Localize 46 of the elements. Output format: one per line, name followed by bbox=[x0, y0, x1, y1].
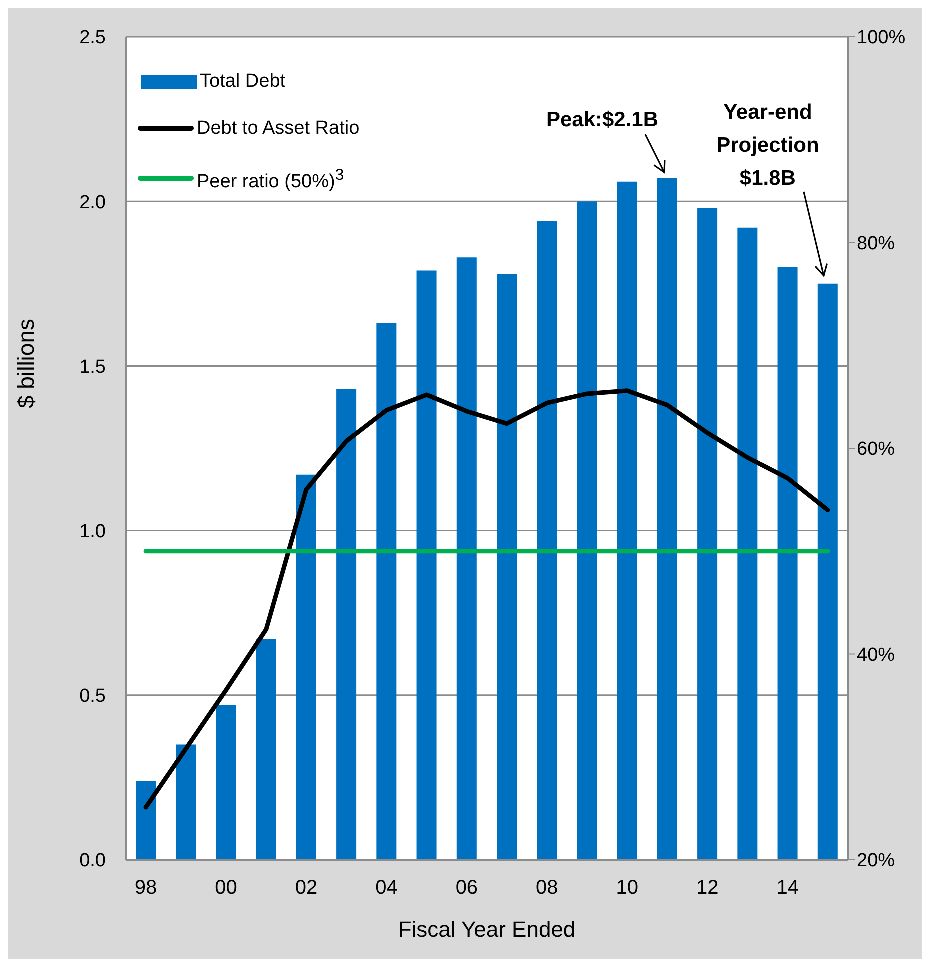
y-tick-label: 1.5 bbox=[80, 356, 106, 378]
x-tick-label: 06 bbox=[456, 877, 478, 900]
bar bbox=[336, 389, 357, 860]
bar bbox=[778, 267, 798, 860]
bar bbox=[296, 474, 316, 860]
x-axis-title: Fiscal Year Ended bbox=[398, 917, 576, 942]
legend-label: Total Debt bbox=[200, 70, 286, 94]
y-tick-label: 0.0 bbox=[80, 850, 106, 872]
bar bbox=[176, 744, 196, 860]
bar bbox=[216, 705, 236, 860]
legend-label: Debt to Asset Ratio bbox=[197, 117, 360, 141]
y-tick-label: 2.5 bbox=[80, 28, 106, 49]
bar bbox=[256, 639, 276, 860]
y2-tick-label: 20% bbox=[857, 850, 896, 872]
x-tick-label: 14 bbox=[776, 877, 799, 900]
bar bbox=[738, 228, 758, 860]
annotation: Peak:$2.1B bbox=[546, 108, 659, 132]
annotation: Year-end Projection $1.8B bbox=[716, 100, 820, 190]
bar bbox=[617, 182, 638, 860]
y2-tick-label: 40% bbox=[857, 644, 896, 666]
x-tick-label: 08 bbox=[536, 877, 558, 900]
x-tick-label: 10 bbox=[616, 877, 639, 900]
y-tick-label: 0.5 bbox=[80, 686, 106, 708]
bar bbox=[497, 274, 517, 860]
y2-tick-label: 60% bbox=[857, 439, 896, 460]
bar bbox=[376, 323, 397, 860]
y-tick-label: 1.0 bbox=[80, 522, 106, 543]
bar bbox=[537, 221, 558, 860]
y2-tick-label: 100% bbox=[857, 28, 906, 49]
bar bbox=[698, 208, 718, 860]
y-axis-title: $ billions bbox=[13, 319, 40, 408]
bar bbox=[577, 202, 598, 860]
bar bbox=[416, 270, 437, 860]
x-tick-label: 12 bbox=[696, 877, 719, 900]
line-series bbox=[144, 388, 830, 810]
y-tick-label: 2.0 bbox=[80, 192, 106, 214]
bar bbox=[818, 284, 838, 860]
legend-label: Peer ratio (50%)$^{3}$ bbox=[197, 166, 344, 194]
x-tick-label: 04 bbox=[376, 877, 398, 900]
bar bbox=[456, 258, 477, 860]
x-tick-label: 02 bbox=[295, 877, 318, 900]
y2-tick-label: 80% bbox=[857, 233, 896, 254]
x-tick-label: 98 bbox=[134, 877, 158, 900]
bar bbox=[136, 780, 156, 860]
x-tick-label: 00 bbox=[215, 877, 238, 900]
bar bbox=[657, 178, 678, 860]
